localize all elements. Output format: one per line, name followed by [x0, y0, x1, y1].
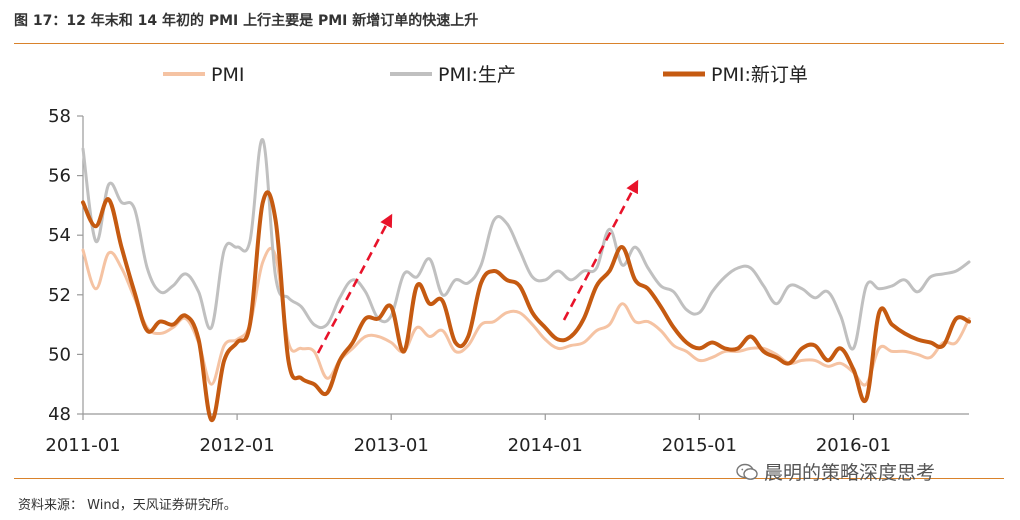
y-tick-label: 54: [48, 225, 71, 246]
chart-legend: PMI PMI:生产 PMI:新订单: [163, 64, 808, 86]
footer-divider: [14, 478, 1004, 479]
y-tick-label: 50: [48, 344, 71, 365]
x-tick-label: 2016-01: [816, 435, 891, 456]
legend-label-1: PMI:生产: [438, 64, 516, 86]
trend-arrows: [316, 179, 639, 354]
x-tick-label: 2014-01: [508, 435, 583, 456]
x-tick-label: 2013-01: [354, 435, 429, 456]
watermark-text: 晨明的策略深度思考: [764, 462, 936, 484]
x-tick-label: 2011-01: [45, 435, 120, 456]
y-tick-label: 48: [48, 404, 71, 425]
wechat-icon: [736, 463, 758, 480]
series-line-2: [81, 190, 971, 423]
y-tick-label: 58: [48, 106, 71, 127]
x-tick-label: 2015-01: [662, 435, 737, 456]
trend-arrow-2012: [316, 213, 393, 354]
y-tick-label: 56: [48, 166, 71, 187]
legend-label-0: PMI: [211, 64, 244, 86]
series-line-0: [81, 246, 971, 387]
series-layer: [81, 138, 971, 423]
watermark: 晨明的策略深度思考: [736, 458, 935, 485]
chart-axes: 48 50 52 54 56 58 2011-01 2012-01 2013-01 2014-01…: [45, 106, 969, 456]
source-note: 资料来源： Wind，天风证券研究所。: [18, 498, 237, 513]
series-line-1: [81, 138, 971, 351]
trend-arrow-2014: [562, 179, 639, 321]
legend-label-2: PMI:新订单: [711, 64, 808, 86]
title-divider: [14, 43, 1004, 44]
x-tick-label: 2012-01: [199, 435, 274, 456]
line-chart: PMI PMI:生产 PMI:新订单 48 50 52 54 56 58 2011-01 2012…: [45, 64, 971, 456]
figure-title: 图 17：12 年末和 14 年初的 PMI 上行主要是 PMI 新增订单的快速…: [14, 13, 479, 29]
y-tick-label: 52: [48, 285, 71, 306]
